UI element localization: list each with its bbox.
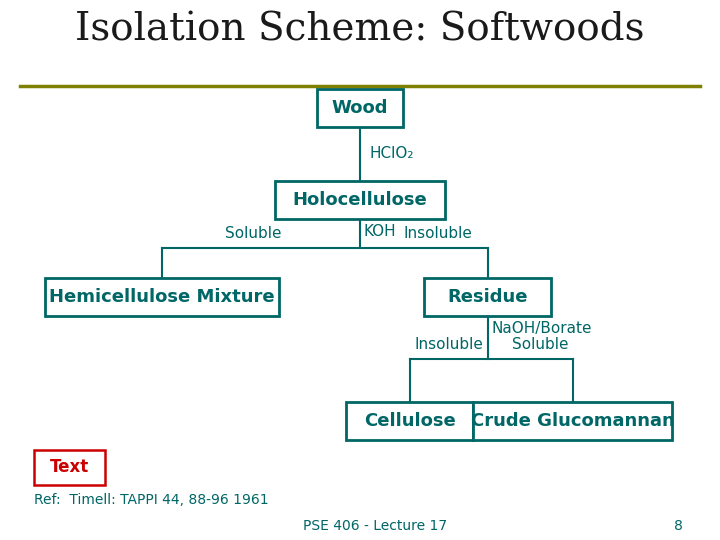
Text: Residue: Residue [447,288,528,306]
Text: Text: Text [50,458,89,476]
Text: HClO₂: HClO₂ [369,146,414,161]
Text: 8: 8 [675,519,683,534]
Text: PSE 406 - Lecture 17: PSE 406 - Lecture 17 [303,519,447,534]
FancyBboxPatch shape [424,278,552,316]
Text: KOH: KOH [364,224,396,239]
Text: Soluble: Soluble [225,226,282,241]
Text: Hemicellulose Mixture: Hemicellulose Mixture [49,288,274,306]
Text: Cellulose: Cellulose [364,412,456,430]
FancyBboxPatch shape [275,181,445,219]
FancyBboxPatch shape [473,402,672,440]
FancyBboxPatch shape [318,89,402,127]
FancyBboxPatch shape [45,278,279,316]
Text: NaOH/Borate: NaOH/Borate [491,321,592,336]
Text: Insoluble: Insoluble [414,337,483,352]
FancyBboxPatch shape [34,449,105,485]
FancyBboxPatch shape [346,402,473,440]
Text: Isolation Scheme: Softwoods: Isolation Scheme: Softwoods [76,11,644,48]
Text: Insoluble: Insoluble [403,226,472,241]
Text: Soluble: Soluble [513,337,569,352]
Text: Wood: Wood [332,99,388,117]
Text: Holocellulose: Holocellulose [292,191,428,209]
Text: Crude Glucomannan: Crude Glucomannan [471,412,675,430]
Text: Ref:  Timell: TAPPI 44, 88-96 1961: Ref: Timell: TAPPI 44, 88-96 1961 [34,492,269,507]
